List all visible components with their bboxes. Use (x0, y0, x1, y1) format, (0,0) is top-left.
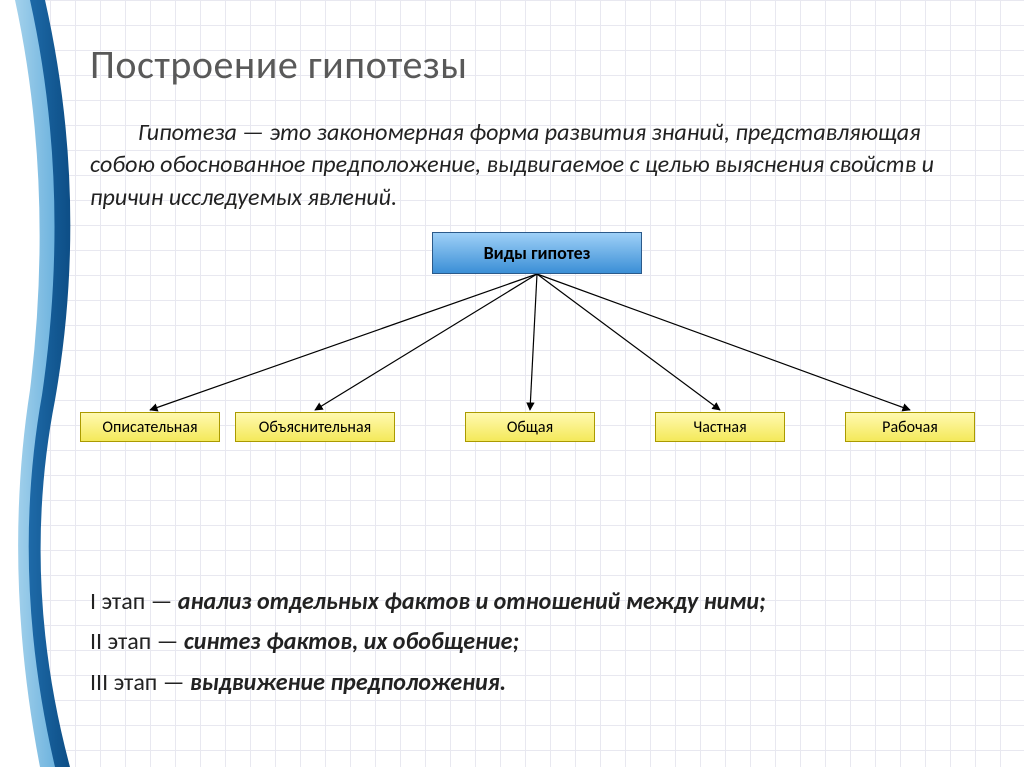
definition-paragraph: Гипотеза — это закономерная форма развит… (90, 117, 984, 214)
slide-content: Построение гипотезы Гипотеза — это закон… (90, 40, 984, 462)
diagram-child-node: Описательная (80, 412, 220, 442)
diagram-child-node: Общая (465, 412, 595, 442)
diagram-child-node: Объяснительная (235, 412, 395, 442)
diagram-child-label: Частная (693, 418, 746, 437)
stages-list: I этап — анализ отдельных фактов и отнош… (90, 586, 984, 707)
diagram-child-label: Рабочая (882, 418, 938, 437)
stage-line: III этап — выдвижение предположения. (90, 667, 984, 699)
diagram-child-label: Объяснительная (259, 418, 371, 437)
stage-label: I этап — (90, 587, 178, 616)
diagram-root-label: Виды гипотез (484, 242, 591, 264)
stage-text: анализ отдельных фактов и отношений межд… (178, 587, 766, 616)
stage-line: II этап — синтез фактов, их обобщение; (90, 626, 984, 658)
diagram-child-label: Описательная (102, 418, 197, 437)
stage-label: II этап — (90, 627, 184, 656)
hypothesis-types-diagram: Виды гипотез Описательная Объяснительная О… (90, 232, 984, 462)
stage-text: выдвижение предположения. (190, 668, 506, 697)
diagram-child-node: Рабочая (845, 412, 975, 442)
stage-label: III этап — (90, 668, 190, 697)
diagram-child-label: Общая (507, 418, 553, 437)
slide-title: Построение гипотезы (90, 40, 984, 89)
diagram-root-node: Виды гипотез (432, 232, 642, 274)
stage-line: I этап — анализ отдельных фактов и отнош… (90, 586, 984, 618)
stage-text: синтез фактов, их обобщение; (184, 627, 519, 656)
diagram-child-node: Частная (655, 412, 785, 442)
